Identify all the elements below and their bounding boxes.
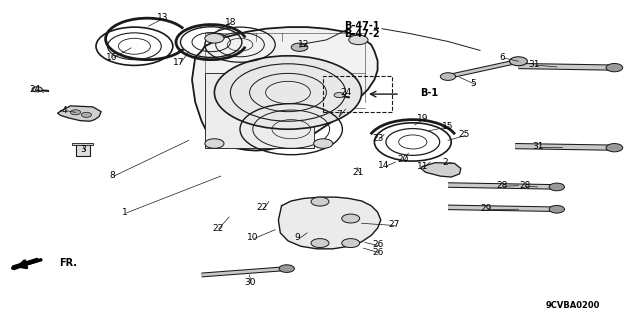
Text: B-47-1: B-47-1 [344, 20, 380, 31]
Bar [205, 73, 314, 148]
Circle shape [291, 43, 308, 51]
Text: 27: 27 [388, 220, 399, 229]
Text: 13: 13 [157, 13, 169, 22]
Circle shape [205, 33, 224, 43]
Circle shape [342, 239, 360, 248]
Text: 24: 24 [29, 85, 41, 94]
Text: B-47-2: B-47-2 [344, 29, 380, 39]
Text: 20: 20 [397, 155, 409, 164]
Circle shape [334, 93, 344, 98]
Circle shape [606, 144, 623, 152]
Bar [76, 144, 90, 156]
Circle shape [549, 183, 564, 191]
Text: 24: 24 [340, 88, 351, 97]
Circle shape [311, 239, 329, 248]
Text: 31: 31 [529, 60, 540, 69]
Circle shape [549, 205, 564, 213]
Text: 25: 25 [458, 130, 470, 139]
Text: 8: 8 [109, 171, 115, 180]
Text: 30: 30 [244, 278, 255, 287]
Text: 23: 23 [372, 134, 383, 143]
Text: 2: 2 [442, 158, 447, 167]
Text: 15: 15 [442, 122, 454, 130]
Text: 29: 29 [481, 204, 492, 213]
Text: 12: 12 [298, 40, 310, 49]
Text: 11: 11 [417, 162, 428, 171]
Text: 28: 28 [519, 181, 531, 190]
Circle shape [32, 87, 42, 92]
Text: 14: 14 [378, 161, 390, 170]
Text: 26: 26 [372, 248, 383, 256]
Bar [323, 76, 392, 112]
Circle shape [606, 63, 623, 72]
Text: 1: 1 [122, 208, 127, 217]
Text: 10: 10 [247, 233, 259, 242]
Circle shape [342, 214, 360, 223]
Text: 6: 6 [500, 53, 505, 62]
Text: 26: 26 [372, 241, 383, 249]
Text: 18: 18 [225, 18, 236, 27]
Text: 22: 22 [212, 224, 223, 233]
Text: 7: 7 [337, 110, 342, 119]
Text: 28: 28 [497, 181, 508, 190]
Text: 19: 19 [417, 114, 428, 122]
Circle shape [81, 112, 92, 117]
Circle shape [314, 139, 333, 148]
Circle shape [440, 73, 456, 80]
Polygon shape [278, 197, 381, 249]
Text: 9: 9 [295, 233, 300, 242]
Circle shape [349, 35, 368, 45]
Text: 21: 21 [353, 168, 364, 177]
Text: 9CVBA0200: 9CVBA0200 [546, 301, 600, 310]
Polygon shape [58, 106, 101, 121]
Bar [72, 143, 93, 145]
Polygon shape [421, 163, 461, 177]
Circle shape [70, 110, 81, 115]
Circle shape [279, 265, 294, 272]
Polygon shape [192, 27, 378, 151]
Text: 22: 22 [257, 203, 268, 212]
Text: 31: 31 [532, 142, 543, 151]
Text: 17: 17 [173, 58, 185, 67]
Text: B-1: B-1 [420, 87, 438, 98]
Circle shape [311, 197, 329, 206]
Text: 5: 5 [471, 79, 476, 88]
Circle shape [214, 56, 362, 129]
Text: 16: 16 [106, 53, 118, 62]
Circle shape [205, 139, 224, 148]
Circle shape [509, 57, 527, 66]
Text: FR.: FR. [59, 258, 77, 268]
Polygon shape [12, 258, 38, 270]
Text: 4: 4 [61, 106, 67, 115]
Text: 3: 3 [81, 145, 86, 154]
